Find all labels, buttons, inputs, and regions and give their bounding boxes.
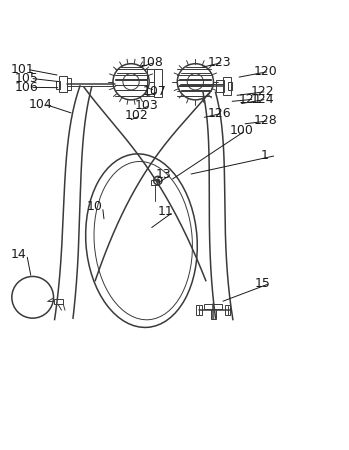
Text: 102: 102: [125, 109, 149, 122]
Text: 105: 105: [15, 72, 38, 85]
Bar: [53, 299, 63, 304]
Bar: [211, 309, 216, 319]
Bar: [151, 180, 158, 185]
Text: 107: 107: [142, 85, 166, 98]
Text: 121: 121: [239, 93, 262, 106]
Bar: [204, 304, 222, 309]
Text: 15: 15: [254, 277, 270, 290]
Text: 120: 120: [254, 65, 277, 78]
Text: 124: 124: [251, 93, 275, 106]
Bar: [147, 68, 154, 96]
Text: 106: 106: [15, 81, 38, 94]
Text: 100: 100: [230, 124, 254, 137]
Bar: [56, 81, 60, 89]
Bar: [225, 305, 230, 315]
Text: 11: 11: [158, 205, 173, 218]
Text: 128: 128: [254, 114, 277, 127]
Text: 101: 101: [11, 63, 35, 76]
Bar: [154, 69, 162, 97]
Circle shape: [156, 179, 159, 182]
Bar: [223, 77, 231, 94]
Bar: [216, 80, 224, 92]
Text: 14: 14: [11, 248, 27, 261]
Bar: [59, 76, 67, 92]
Text: 123: 123: [208, 56, 231, 69]
Bar: [196, 305, 202, 315]
Text: 103: 103: [134, 99, 158, 112]
Text: 126: 126: [208, 107, 231, 120]
Text: 10: 10: [87, 200, 103, 213]
Bar: [67, 77, 71, 90]
Text: 1: 1: [261, 149, 269, 162]
Bar: [228, 82, 232, 90]
Text: 108: 108: [140, 56, 164, 69]
Text: 104: 104: [29, 98, 52, 111]
Text: 13: 13: [155, 168, 171, 181]
Text: 122: 122: [251, 85, 275, 98]
